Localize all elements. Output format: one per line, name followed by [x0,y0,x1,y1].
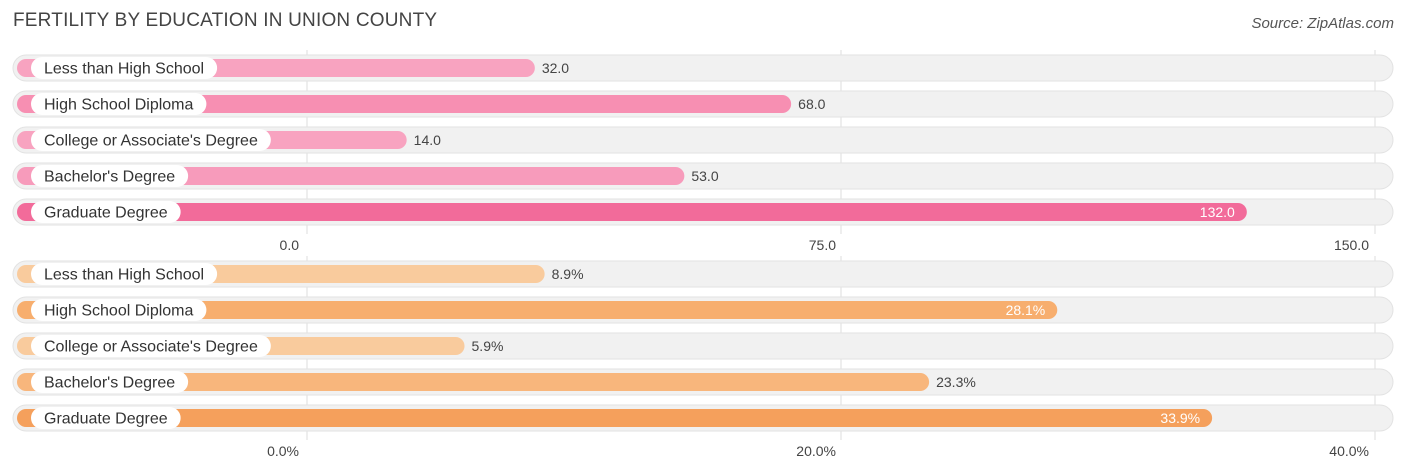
tick-label-0-0: 0.0 [280,237,300,253]
category-pill-0-1 [31,93,207,115]
category-label-0-0: Less than High School [44,61,204,78]
category-label-0-1: High School Diploma [44,97,194,114]
chart-title: FERTILITY BY EDUCATION IN UNION COUNTY [13,10,438,31]
value-label-1-3: 23.3% [936,374,976,390]
category-label-0-3: Bachelor's Degree [44,169,175,186]
bar-0-1 [17,95,792,113]
category-label-0-2: College or Associate's Degree [44,133,258,150]
category-pill-1-1 [31,299,207,321]
value-label-0-0: 32.0 [542,60,569,76]
category-pill-1-4 [31,407,181,429]
value-label-0-4: 132.0 [1200,204,1235,220]
tick-label-0-1: 75.0 [809,237,836,253]
category-label-1-2: College or Associate's Degree [44,339,258,356]
bar-1-1 [17,301,1058,319]
tick-label-1-2: 40.0% [1329,443,1369,459]
tick-label-0-2: 150.0 [1334,237,1369,253]
value-label-0-1: 68.0 [798,96,825,112]
category-pill-1-0 [31,263,218,285]
category-label-1-1: High School Diploma [44,303,194,320]
bar-1-4 [17,409,1213,427]
value-label-1-4: 33.9% [1160,410,1200,426]
category-label-0-4: Graduate Degree [44,205,168,222]
category-pill-1-2 [31,335,271,357]
category-pill-0-4 [31,201,181,223]
source-label: Source: ZipAtlas.com [1251,15,1394,32]
bar-1-3 [17,373,930,391]
value-label-0-2: 14.0 [414,132,441,148]
tick-label-1-0: 0.0% [267,443,299,459]
category-label-1-3: Bachelor's Degree [44,375,175,392]
value-label-1-0: 8.9% [552,266,584,282]
tick-label-1-1: 20.0% [796,443,836,459]
category-label-1-4: Graduate Degree [44,411,168,428]
category-pill-0-0 [31,57,218,79]
value-label-1-2: 5.9% [472,338,504,354]
category-pill-0-3 [31,165,189,187]
category-pill-0-2 [31,129,271,151]
value-label-0-3: 53.0 [691,168,718,184]
category-label-1-0: Less than High School [44,267,204,284]
category-pill-1-3 [31,371,189,393]
value-label-1-1: 28.1% [1006,302,1046,318]
bar-0-4 [17,203,1247,221]
